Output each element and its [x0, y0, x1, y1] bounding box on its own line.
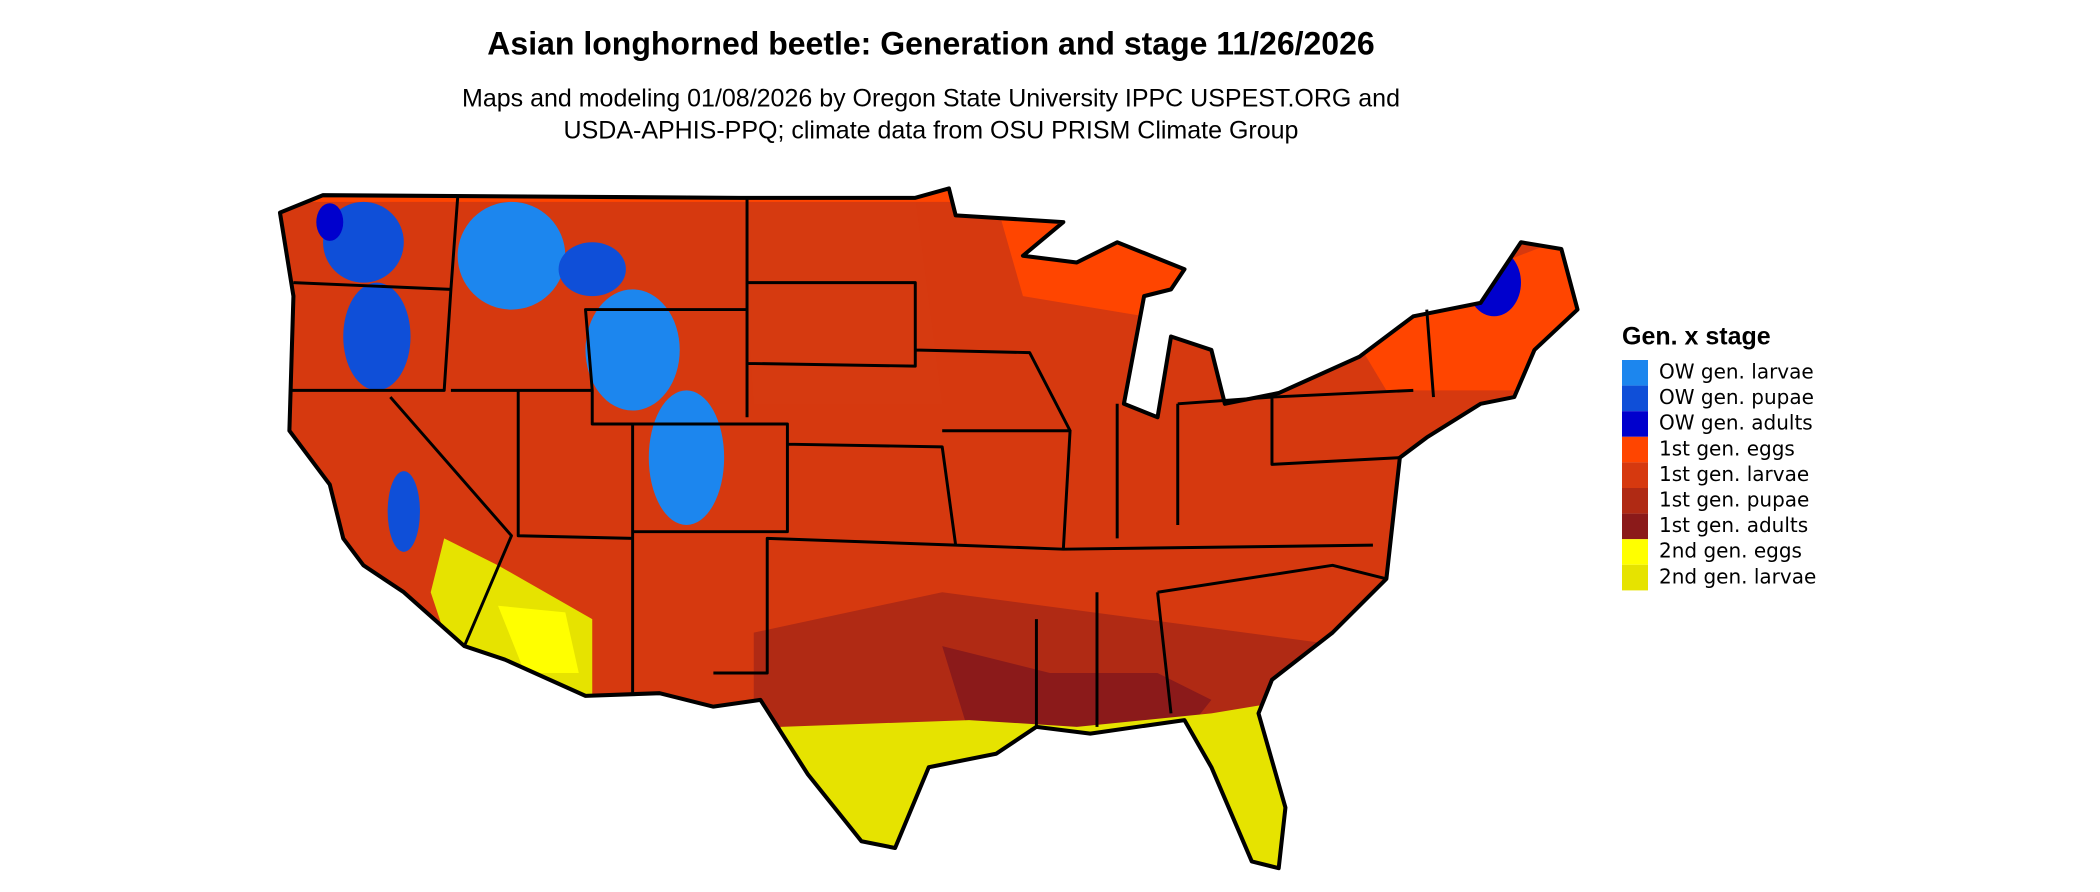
legend-swatch — [1622, 539, 1648, 565]
legend-label: 2nd gen. eggs — [1659, 539, 1802, 563]
legend-swatch — [1622, 513, 1648, 540]
legend-label: 1st gen. eggs — [1659, 436, 1795, 460]
legend-label: OW gen. adults — [1659, 411, 1813, 435]
legend-label: 1st gen. larvae — [1659, 462, 1809, 486]
legend-swatch — [1622, 436, 1648, 463]
title: Asian longhorned beetle: Generation and … — [487, 25, 1374, 61]
legend-label: 1st gen. adults — [1659, 513, 1808, 537]
legend-swatch — [1622, 360, 1648, 386]
legend-title: Gen. x stage — [1622, 323, 1771, 351]
state-lines — [277, 186, 1580, 871]
legend-label: 2nd gen. larvae — [1659, 564, 1816, 588]
legend-swatch — [1622, 411, 1648, 437]
legend-swatch — [1622, 385, 1648, 412]
legend-label: OW gen. pupae — [1659, 385, 1814, 409]
legend-label: 1st gen. pupae — [1659, 488, 1809, 512]
legend-swatch — [1622, 564, 1648, 591]
map — [277, 186, 1580, 871]
legend-swatch — [1622, 462, 1648, 488]
legend-swatch — [1622, 488, 1648, 514]
subtitle: USDA-APHIS-PPQ; climate data from OSU PR… — [564, 117, 1299, 145]
subtitle: Maps and modeling 01/08/2026 by Oregon S… — [462, 85, 1400, 113]
legend-label: OW gen. larvae — [1659, 360, 1814, 384]
